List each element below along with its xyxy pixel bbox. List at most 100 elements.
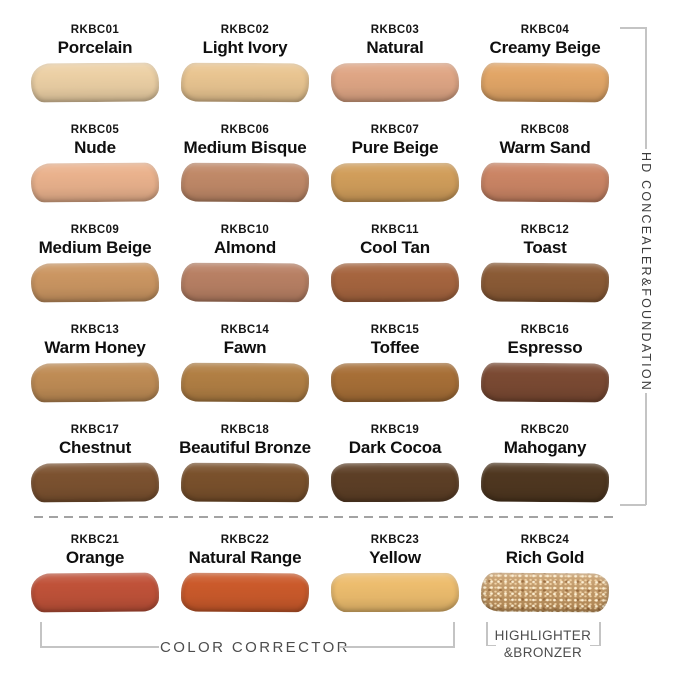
shade-swatch xyxy=(30,62,160,103)
shade-cell: RKBC10 Almond xyxy=(170,224,320,324)
shade-code: RKBC14 xyxy=(220,324,270,336)
shade-code: RKBC08 xyxy=(520,124,570,136)
group-divider-dashed-line xyxy=(34,516,614,518)
color-corrector-bracket-left-line xyxy=(40,646,159,648)
shade-swatch xyxy=(480,462,610,503)
shade-cell: RKBC08 Warm Sand xyxy=(470,124,620,224)
right-bracket-top-tick xyxy=(620,27,646,29)
shade-code: RKBC03 xyxy=(370,24,420,36)
shade-cell: RKBC22 Natural Range xyxy=(170,534,320,634)
shade-name: Nude xyxy=(74,138,116,157)
shade-name: Dark Cocoa xyxy=(348,438,442,457)
shade-name: Beautiful Bronze xyxy=(179,438,311,457)
shade-cell: RKBC02 Light Ivory xyxy=(170,24,320,124)
shade-cell: RKBC12 Toast xyxy=(470,224,620,324)
shade-cell: RKBC21 Orange xyxy=(20,534,170,634)
right-bracket-bottom-tick xyxy=(620,504,646,506)
shade-name: Rich Gold xyxy=(505,548,585,567)
shade-name: Espresso xyxy=(507,338,583,357)
shade-code: RKBC10 xyxy=(220,224,270,236)
shade-name: Creamy Beige xyxy=(489,38,601,57)
color-corrector-bracket-right-tick xyxy=(453,622,455,648)
shade-code: RKBC18 xyxy=(220,424,270,436)
shade-swatch xyxy=(180,462,310,503)
shade-cell: RKBC20 Mahogany xyxy=(470,424,620,524)
shade-cell: RKBC03 Natural xyxy=(320,24,470,124)
shade-code: RKBC24 xyxy=(520,534,570,546)
shade-swatch xyxy=(30,462,160,503)
highlighter-bracket-left-vertical xyxy=(486,622,488,646)
shade-swatch xyxy=(480,262,610,303)
shade-name: Chestnut xyxy=(58,438,132,457)
group-label-color-corrector: COLOR CORRECTOR xyxy=(160,639,350,656)
shade-cell: RKBC11 Cool Tan xyxy=(320,224,470,324)
shade-swatch xyxy=(30,362,160,403)
corrector-highlighter-grid: RKBC21 Orange RKBC22 Natural Range RKBC2… xyxy=(20,534,620,634)
group-label-highlighter-bronzer: HIGHLIGHTER &BRONZER xyxy=(484,628,602,661)
shade-name: Toast xyxy=(523,238,567,257)
shade-code: RKBC15 xyxy=(370,324,420,336)
color-corrector-bracket-right-line xyxy=(339,646,454,648)
shade-name: Light Ivory xyxy=(202,38,288,57)
shade-cell: RKBC04 Creamy Beige xyxy=(470,24,620,124)
shade-code: RKBC05 xyxy=(70,124,120,136)
shade-name: Mahogany xyxy=(503,438,587,457)
shade-swatch xyxy=(330,572,460,613)
shade-code: RKBC07 xyxy=(370,124,420,136)
right-bracket-upper-line xyxy=(645,27,647,149)
shade-cell: RKBC05 Nude xyxy=(20,124,170,224)
shade-cell: RKBC06 Medium Bisque xyxy=(170,124,320,224)
shade-cell: RKBC16 Espresso xyxy=(470,324,620,424)
shade-cell: RKBC07 Pure Beige xyxy=(320,124,470,224)
shade-cell: RKBC15 Toffee xyxy=(320,324,470,424)
shade-code: RKBC13 xyxy=(70,324,120,336)
shade-name: Fawn xyxy=(223,338,267,357)
shade-cell: RKBC01 Porcelain xyxy=(20,24,170,124)
shade-name: Porcelain xyxy=(57,38,133,57)
shade-name: Medium Bisque xyxy=(183,138,307,157)
highlighter-bracket-right-foot xyxy=(590,644,600,646)
shade-name: Pure Beige xyxy=(351,138,439,157)
shade-name: Warm Honey xyxy=(44,338,146,357)
shade-name: Natural Range xyxy=(188,548,302,567)
group-label-hd-concealer-foundation: HD CONCEALER&FOUNDATION xyxy=(639,152,653,392)
shade-swatch xyxy=(330,362,460,403)
shade-code: RKBC11 xyxy=(371,224,419,236)
shade-cell: RKBC24 Rich Gold xyxy=(470,534,620,634)
shade-cell: RKBC19 Dark Cocoa xyxy=(320,424,470,524)
right-bracket-lower-line xyxy=(645,393,647,505)
shade-swatch xyxy=(180,572,310,613)
shade-name: Orange xyxy=(65,548,125,567)
shade-name: Cool Tan xyxy=(360,238,430,257)
shade-cell: RKBC14 Fawn xyxy=(170,324,320,424)
shade-swatch xyxy=(480,62,610,103)
shade-cell: RKBC23 Yellow xyxy=(320,534,470,634)
shade-name: Almond xyxy=(213,238,277,257)
shade-name: Yellow xyxy=(369,548,421,567)
shade-code: RKBC19 xyxy=(370,424,420,436)
shade-cell: RKBC13 Warm Honey xyxy=(20,324,170,424)
shade-code: RKBC22 xyxy=(220,534,270,546)
shade-swatch xyxy=(330,162,460,203)
highlighter-label-line1: HIGHLIGHTER xyxy=(494,628,592,643)
shade-name: Medium Beige xyxy=(38,238,152,257)
shade-code: RKBC20 xyxy=(520,424,570,436)
shade-swatch xyxy=(330,262,460,303)
shade-cell: RKBC18 Beautiful Bronze xyxy=(170,424,320,524)
shade-swatch xyxy=(30,572,160,613)
shade-name: Warm Sand xyxy=(499,138,591,157)
shade-swatch xyxy=(30,162,160,203)
shade-swatch xyxy=(480,362,610,403)
shade-code: RKBC23 xyxy=(370,534,420,546)
shade-code: RKBC16 xyxy=(520,324,570,336)
concealer-foundation-grid: RKBC01 Porcelain RKBC02 Light Ivory RKBC… xyxy=(20,24,620,524)
shade-swatch xyxy=(180,362,310,403)
shade-code: RKBC09 xyxy=(70,224,120,236)
shade-code: RKBC02 xyxy=(220,24,270,36)
shade-swatch xyxy=(180,62,310,103)
shade-cell: RKBC09 Medium Beige xyxy=(20,224,170,324)
shade-swatch xyxy=(180,262,310,303)
shade-name: Toffee xyxy=(370,338,420,357)
shade-name: Natural xyxy=(366,38,424,57)
